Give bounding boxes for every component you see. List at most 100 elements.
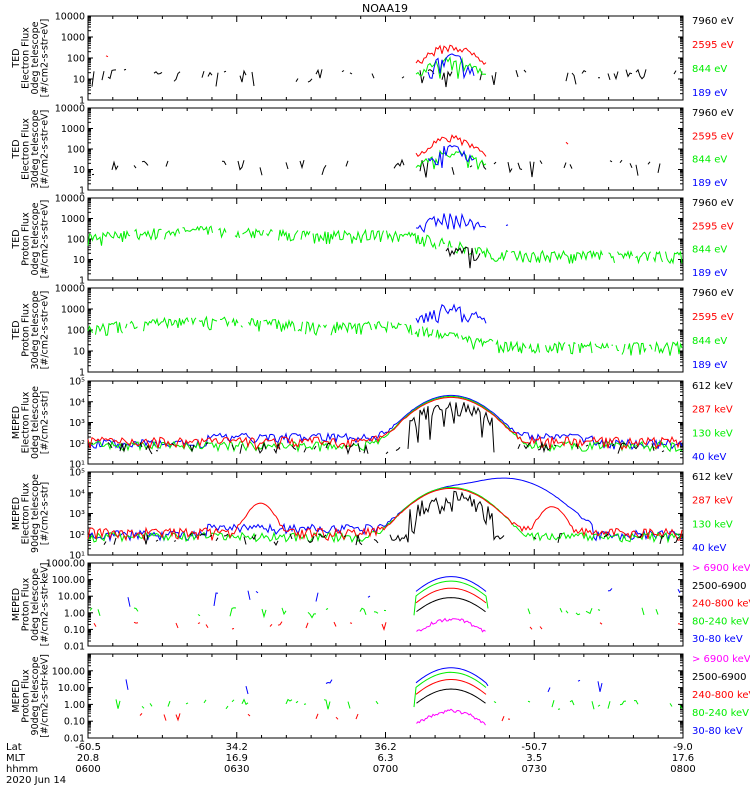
legend-entry: 40 keV <box>692 452 726 463</box>
panel-5: 10¹ 10² 10³ 10⁴ 10⁵ MEPEDElectron Flux0deg te… <box>11 377 733 471</box>
panel-6: 10¹ 10² 10³ 10⁴ 10⁵ MEPEDElectron Flux90deg t… <box>11 468 733 562</box>
y-tick-label: 10³ <box>69 418 85 429</box>
y-axis-label-line: [#/cm2-s-str-eV] <box>39 291 50 370</box>
series-trace <box>427 53 475 80</box>
series-trace <box>87 315 683 356</box>
y-axis-label-line: Electron Flux <box>20 27 31 89</box>
legend-entry: 612 keV <box>692 381 733 392</box>
y-axis-label: TEDElectron Flux0deg telescope[#/cm2-s-s… <box>11 19 51 98</box>
y-tick-label: 10.00 <box>58 683 85 694</box>
panel-4: 1 10 100 1000 10000 TEDProton Flux30deg teles… <box>11 284 734 379</box>
legend-entry: 189 eV <box>692 268 727 279</box>
legend-entry: 844 eV <box>692 64 727 75</box>
y-axis-label-line: 90deg telescope <box>30 474 41 553</box>
legend-entry: 189 eV <box>692 360 727 371</box>
series-trace <box>428 143 648 168</box>
series-trace <box>87 486 683 544</box>
plot-frame <box>87 15 684 101</box>
plot-frame <box>87 107 684 191</box>
legend-entry: > 6900 keV <box>692 654 750 665</box>
y-axis-label-line: Electron Flux <box>20 118 31 180</box>
footer-row-label: hhmm <box>6 764 38 775</box>
legend-entry: 130 keV <box>692 428 733 439</box>
series-trace <box>106 45 662 64</box>
y-tick-label: 10 <box>73 347 85 358</box>
y-axis-label-line: TED <box>11 229 22 249</box>
series-trace <box>140 680 642 722</box>
y-axis-label-line: MEPED <box>11 588 22 621</box>
y-tick-label: 10¹ <box>69 460 85 471</box>
y-axis-label: TEDElectron Flux30deg telescope[#/cm2-s-… <box>11 109 51 188</box>
footer-tick-label: 0600 <box>75 764 100 775</box>
legend-entry: 130 keV <box>692 519 733 530</box>
y-axis-label-line: Electron Flux <box>20 482 31 544</box>
series-trace <box>92 160 672 177</box>
y-tick-label: 1000 <box>61 305 85 316</box>
legend-entry: 40 keV <box>692 543 726 554</box>
legend-entry: 80-240 keV <box>692 708 749 719</box>
series-trace <box>445 246 481 269</box>
y-tick-label: 1000 <box>61 33 85 44</box>
legend-entry: 2500-6900 <box>692 581 747 592</box>
y-tick-label: 10³ <box>69 509 85 520</box>
plot-frame <box>87 653 684 739</box>
legend-entry: 7960 eV <box>692 108 734 119</box>
series-trace <box>416 688 486 704</box>
legend-entry: 189 eV <box>692 88 727 99</box>
y-tick-label: 10000 <box>55 194 85 205</box>
y-tick-label: 1000 <box>61 124 85 135</box>
footer-tick-label: 0730 <box>522 764 547 775</box>
y-tick-label: 0.01 <box>64 642 85 653</box>
y-tick-label: 10⁵ <box>69 468 85 479</box>
y-tick-label: 10 <box>73 75 85 86</box>
y-axis-label-line: [#/cm2-s-str-keV] <box>39 563 50 647</box>
y-tick-label: 10¹ <box>69 551 85 562</box>
plot-frame <box>87 471 684 556</box>
y-axis-label: MEPEDProton Flux90deg telescope[#/cm2-s-… <box>11 654 51 738</box>
series-trace <box>87 395 683 453</box>
y-tick-label: 100.00 <box>52 575 85 586</box>
y-axis-label: MEPEDProton Flux0deg telescope[#/cm2-s-s… <box>11 563 51 647</box>
y-axis-label-line: [#/cm2-s-str-keV] <box>39 654 50 738</box>
panel-1: 1 10 100 1000 10000 TEDElectron Flux0deg tele… <box>11 12 734 107</box>
footer-tick-label: 6.3 <box>378 753 394 764</box>
footer-tick-label: -9.0 <box>673 742 693 753</box>
y-axis-label-line: [#/cm2-s-str] <box>39 482 50 545</box>
y-axis-label-line: TED <box>11 48 22 68</box>
legend-entry: 2595 eV <box>692 40 734 51</box>
y-axis-label: MEPEDElectron Flux90deg telescope[#/cm2-… <box>11 474 51 553</box>
plot-frame <box>87 562 684 647</box>
y-tick-label: 1000 <box>61 214 85 225</box>
y-axis-label-line: Proton Flux <box>20 212 31 266</box>
legend-entry: > 6900 keV <box>692 563 750 574</box>
chart-title: NOAA19 <box>362 2 408 15</box>
series-trace <box>416 708 486 726</box>
y-tick-label: 1.00 <box>64 700 85 711</box>
series-trace <box>87 396 683 451</box>
y-tick-label: 10² <box>69 530 85 541</box>
y-tick-label: 100 <box>67 326 85 337</box>
y-tick-label: 1 <box>79 276 85 287</box>
y-axis-label-line: TED <box>11 320 22 340</box>
y-axis-label-line: Proton Flux <box>20 303 31 357</box>
series-trace <box>87 488 683 542</box>
legend-entry: 2595 eV <box>692 131 734 142</box>
legend-entry: 7960 eV <box>692 288 734 299</box>
y-tick-label: 1 <box>79 96 85 107</box>
y-tick-label: 10000 <box>55 12 85 23</box>
legend-entry: 189 eV <box>692 178 727 189</box>
y-axis-label-line: MEPED <box>11 406 22 439</box>
series-trace <box>416 597 486 613</box>
series-trace <box>92 69 682 87</box>
series-trace <box>416 135 626 156</box>
footer-tick-label: 20.8 <box>77 753 99 764</box>
y-tick-label: 10.00 <box>58 592 85 603</box>
legend-entry: 7960 eV <box>692 16 734 27</box>
series-trace <box>127 576 681 607</box>
y-axis-label-line: MEPED <box>11 497 22 530</box>
y-tick-label: 100 <box>67 235 85 246</box>
y-axis-label-line: [#/cm2-s-str-eV] <box>39 200 50 279</box>
y-tick-label: 0.10 <box>64 717 85 728</box>
